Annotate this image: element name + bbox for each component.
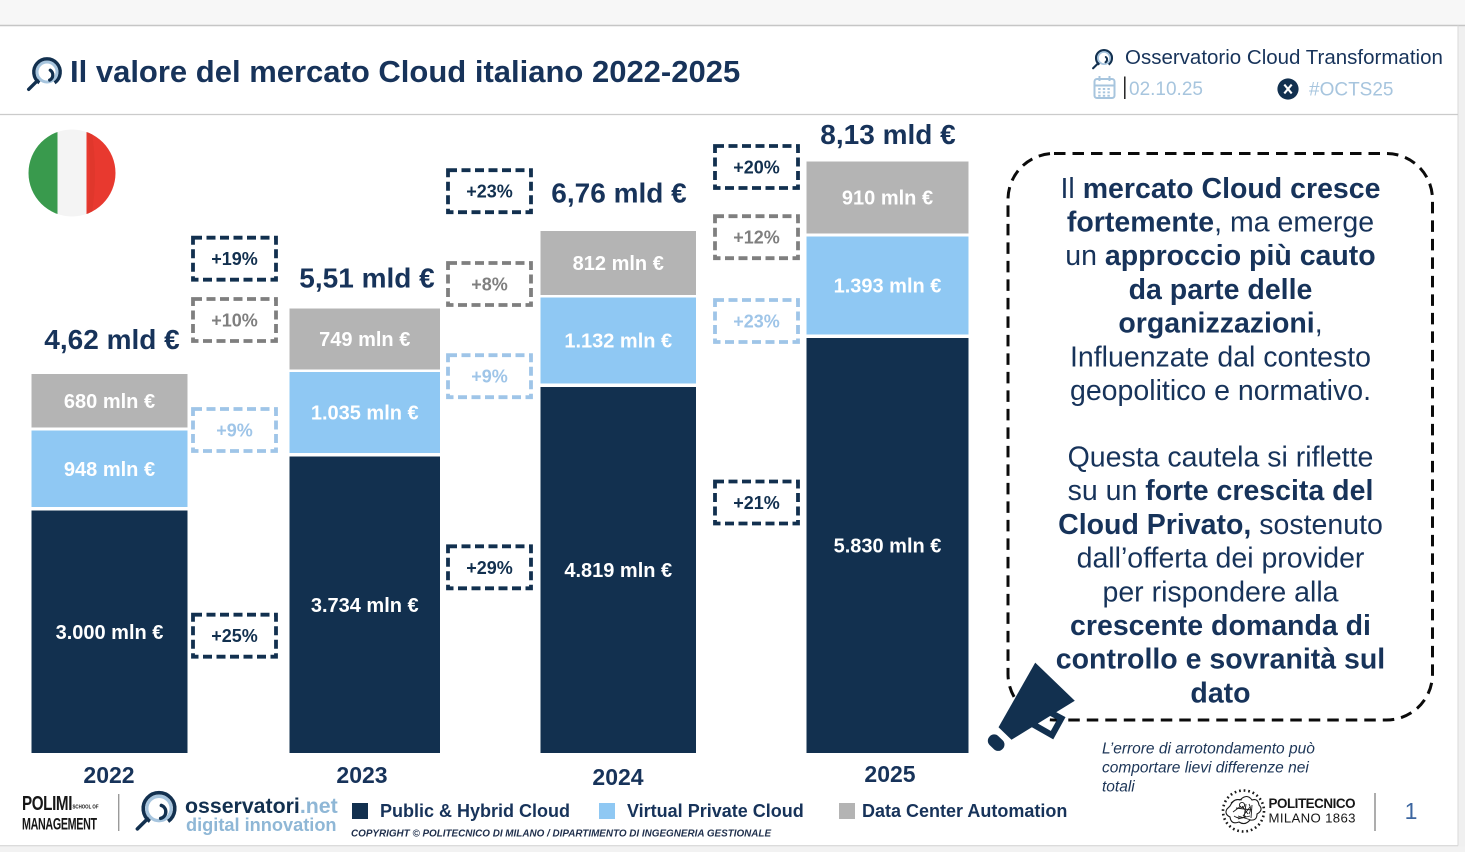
svg-text:+23%: +23% bbox=[466, 182, 513, 202]
svg-text:4,62 mld €: 4,62 mld € bbox=[44, 324, 180, 355]
svg-text:+10%: +10% bbox=[211, 311, 258, 331]
svg-text:L’errore di arrotondamento può: L’errore di arrotondamento può bbox=[1102, 741, 1315, 758]
svg-text:crescente domanda di: crescente domanda di bbox=[1070, 610, 1371, 642]
svg-text:+9%: +9% bbox=[471, 367, 508, 387]
svg-text:948 mln €: 948 mln € bbox=[64, 459, 155, 481]
svg-text:+21%: +21% bbox=[733, 493, 780, 513]
svg-text:su un forte crescita del: su un forte crescita del bbox=[1068, 475, 1374, 507]
svg-text:4.819 mln €: 4.819 mln € bbox=[564, 560, 672, 582]
svg-text:Il valore del mercato Cloud it: Il valore del mercato Cloud italiano 202… bbox=[70, 54, 740, 89]
svg-text:Cloud Privato, sostenuto: Cloud Privato, sostenuto bbox=[1058, 509, 1383, 541]
svg-text:Questa cautela si riflette: Questa cautela si riflette bbox=[1068, 442, 1374, 474]
svg-text:1.393 mln €: 1.393 mln € bbox=[834, 276, 942, 298]
svg-text:MILANO 1863: MILANO 1863 bbox=[1269, 811, 1356, 826]
svg-text:dato: dato bbox=[1190, 677, 1250, 709]
svg-text:osservatori.net: osservatori.net bbox=[185, 794, 338, 818]
svg-text:5,51 mld €: 5,51 mld € bbox=[299, 263, 435, 294]
svg-text:digital innovation: digital innovation bbox=[186, 815, 337, 835]
svg-text:#OCTS25: #OCTS25 bbox=[1309, 80, 1393, 101]
svg-text:1.035 mln €: 1.035 mln € bbox=[311, 403, 419, 425]
svg-text:1.132 mln €: 1.132 mln € bbox=[564, 331, 672, 353]
svg-text:+8%: +8% bbox=[471, 275, 508, 295]
svg-text:+23%: +23% bbox=[733, 312, 780, 332]
svg-text:8,13 mld €: 8,13 mld € bbox=[820, 119, 956, 150]
svg-text:geopolitico e normativo.: geopolitico e normativo. bbox=[1070, 375, 1371, 407]
svg-text:Data Center Automation: Data Center Automation bbox=[862, 801, 1067, 821]
svg-text:comportare lievi differenze ne: comportare lievi differenze nei bbox=[1102, 760, 1309, 777]
svg-text:+20%: +20% bbox=[733, 158, 780, 178]
svg-text:SCHOOL OF: SCHOOL OF bbox=[73, 805, 99, 811]
svg-text:1: 1 bbox=[1405, 798, 1418, 824]
svg-text:+29%: +29% bbox=[466, 558, 513, 578]
svg-text:2022: 2022 bbox=[83, 762, 134, 788]
svg-text:812 mln €: 812 mln € bbox=[573, 253, 664, 275]
svg-text:Influenzate dal contesto: Influenzate dal contesto bbox=[1070, 341, 1371, 373]
svg-text:COPYRIGHT © POLITECNICO DI MIL: COPYRIGHT © POLITECNICO DI MILANO / DIPA… bbox=[351, 829, 771, 840]
svg-text:6,76 mld €: 6,76 mld € bbox=[551, 178, 687, 209]
svg-text:3.734 mln €: 3.734 mln € bbox=[311, 595, 419, 617]
svg-text:5.830 mln €: 5.830 mln € bbox=[834, 536, 942, 558]
svg-text:Virtual Private Cloud: Virtual Private Cloud bbox=[627, 801, 804, 821]
svg-text:POLIMI: POLIMI bbox=[22, 792, 72, 815]
svg-text:2023: 2023 bbox=[336, 762, 387, 788]
svg-text:dall’offerta dei provider: dall’offerta dei provider bbox=[1077, 543, 1365, 575]
svg-text:Osservatorio Cloud Transformat: Osservatorio Cloud Transformation bbox=[1125, 46, 1443, 69]
svg-text:totali: totali bbox=[1102, 779, 1135, 796]
svg-text:2025: 2025 bbox=[864, 761, 915, 787]
svg-text:MANAGEMENT: MANAGEMENT bbox=[22, 814, 97, 833]
svg-text:Il mercato Cloud cresce: Il mercato Cloud cresce bbox=[1061, 173, 1381, 205]
svg-text:organizzazioni,: organizzazioni, bbox=[1118, 308, 1322, 340]
svg-text:POLITECNICO: POLITECNICO bbox=[1269, 796, 1356, 811]
svg-text:+19%: +19% bbox=[211, 249, 258, 269]
svg-text:680 mln €: 680 mln € bbox=[64, 391, 155, 413]
svg-text:910 mln €: 910 mln € bbox=[842, 188, 933, 210]
svg-text:un approccio più cauto: un approccio più cauto bbox=[1065, 240, 1375, 272]
svg-text:+12%: +12% bbox=[733, 228, 780, 248]
svg-text:2024: 2024 bbox=[592, 764, 643, 790]
svg-text:da parte delle: da parte delle bbox=[1129, 274, 1313, 306]
svg-text:per rispondere alla: per rispondere alla bbox=[1102, 576, 1338, 608]
svg-text:fortemente, ma emerge: fortemente, ma emerge bbox=[1067, 207, 1374, 239]
svg-text:749 mln €: 749 mln € bbox=[319, 329, 410, 351]
svg-text:+9%: +9% bbox=[216, 421, 253, 441]
svg-text:02.10.25: 02.10.25 bbox=[1129, 79, 1203, 100]
svg-text:+25%: +25% bbox=[211, 626, 258, 646]
svg-text:3.000 mln €: 3.000 mln € bbox=[56, 622, 164, 644]
svg-text:Public & Hybrid Cloud: Public & Hybrid Cloud bbox=[380, 801, 570, 821]
svg-text:controllo e sovranità sul: controllo e sovranità sul bbox=[1056, 644, 1385, 676]
